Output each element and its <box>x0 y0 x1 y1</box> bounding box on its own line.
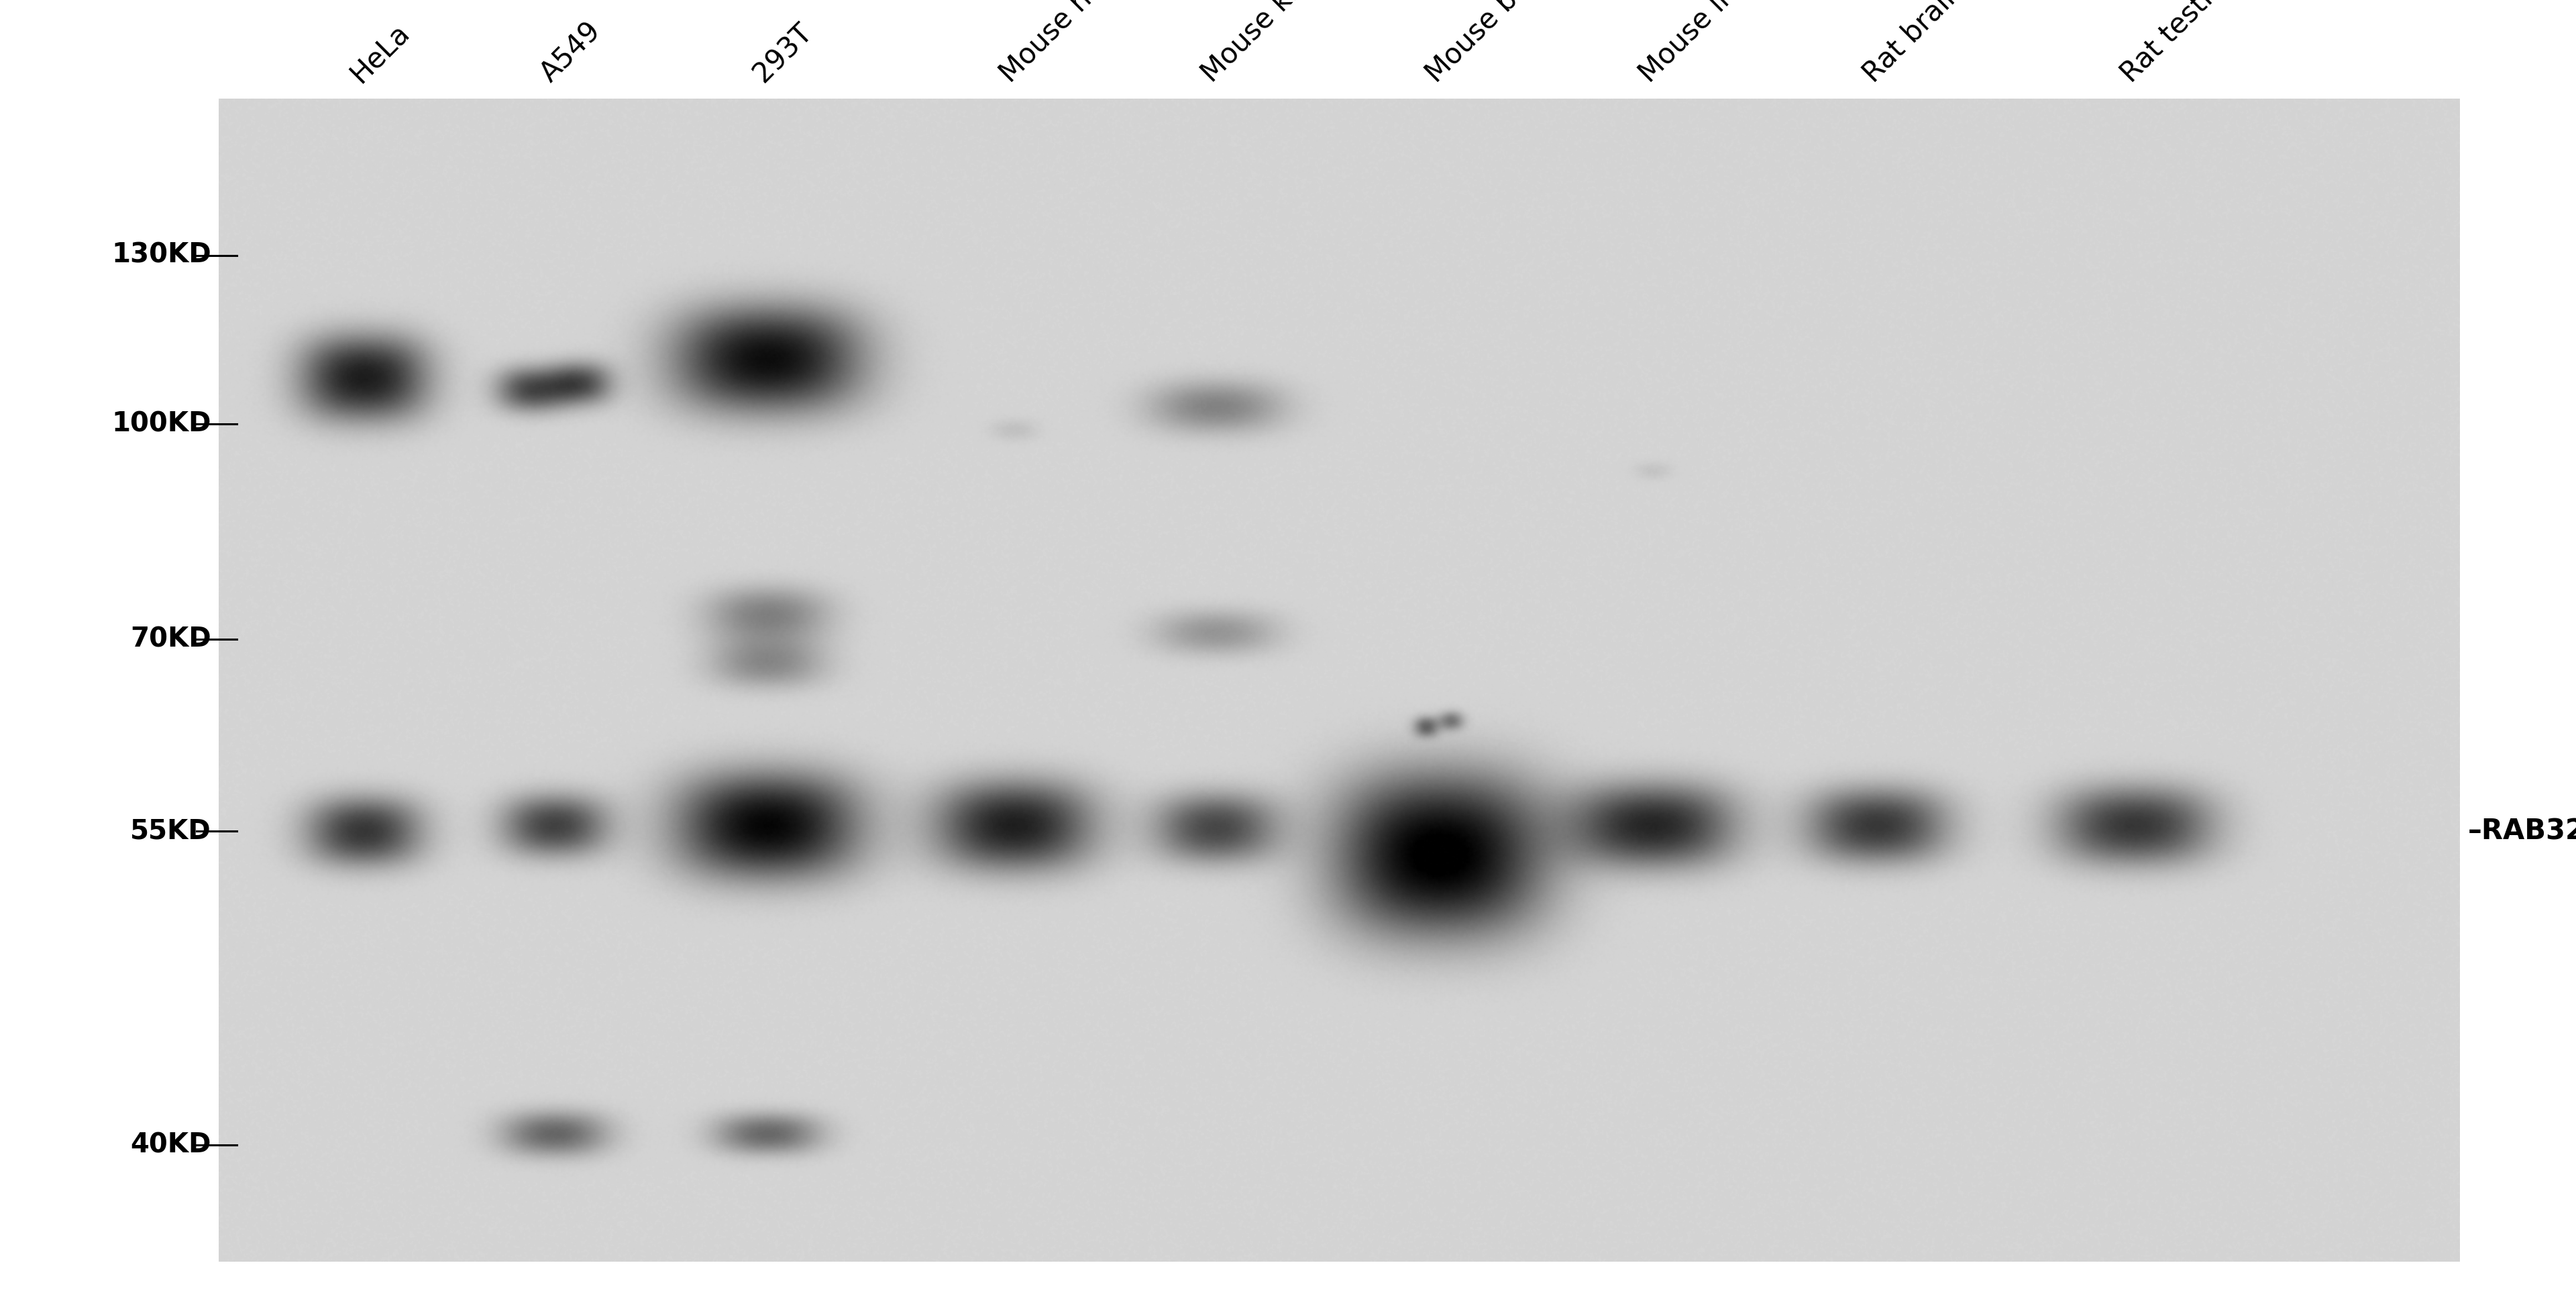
Text: Mouse brain: Mouse brain <box>1419 0 1561 88</box>
Text: HeLa: HeLa <box>345 18 415 88</box>
Text: Mouse kidney: Mouse kidney <box>1195 0 1352 88</box>
Text: Mouse heart: Mouse heart <box>994 0 1139 88</box>
Text: 130KD: 130KD <box>111 242 211 269</box>
Text: A549: A549 <box>536 17 605 88</box>
Text: 293T: 293T <box>747 18 817 88</box>
Text: Mouse liver: Mouse liver <box>1633 0 1767 88</box>
Text: 40KD: 40KD <box>131 1131 211 1159</box>
Text: 70KD: 70KD <box>131 625 211 653</box>
Text: 55KD: 55KD <box>131 817 211 845</box>
Text: Rat testis: Rat testis <box>2115 0 2228 88</box>
Text: Rat brain: Rat brain <box>1857 0 1968 88</box>
Text: –RAB32P: –RAB32P <box>2468 817 2576 845</box>
Text: 100KD: 100KD <box>111 411 211 438</box>
